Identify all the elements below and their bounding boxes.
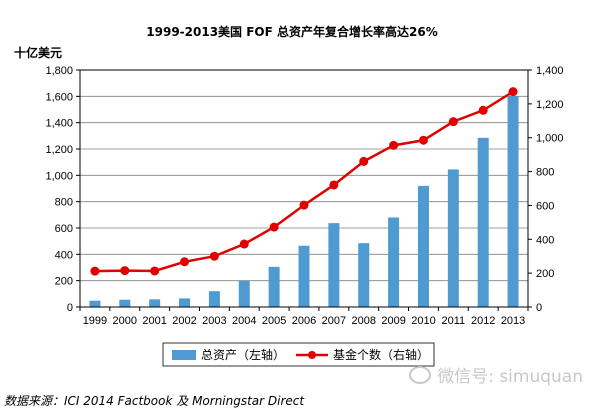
x-tick-label: 1999 [83,315,107,327]
left-tick-label: 1,400 [45,118,73,130]
data-source-note: 数据来源：ICI 2014 Factbook 及 Morningstar Dir… [4,394,305,408]
bar [388,217,400,307]
bar-series [89,96,519,307]
right-tick-label: 400 [536,234,554,246]
bar [358,243,370,307]
x-tick-label: 2000 [113,315,137,327]
bar [179,298,191,307]
line-point [478,105,488,115]
line-point [180,257,190,267]
x-tick-label: 2003 [202,315,226,327]
line-point [359,156,369,166]
line-point [448,117,458,127]
bar [149,299,161,307]
bar [89,300,101,307]
line-point [418,135,428,145]
bar [507,96,519,307]
line-point [299,200,309,210]
left-tick-label: 400 [55,249,73,261]
bar [119,299,131,307]
wechat-icon [409,365,432,384]
x-tick-label: 2001 [142,315,166,327]
bar [328,223,340,307]
bar [417,185,429,307]
right-tick-label: 1,400 [536,65,564,77]
left-tick-label: 0 [67,302,73,314]
line-series [90,87,518,276]
legend-line-label: 基金个数（右轴） [333,347,429,362]
x-tick-label: 2006 [292,315,316,327]
x-tick-label: 2010 [411,315,435,327]
bar [268,266,280,307]
left-tick-label: 600 [55,223,73,235]
line-point [269,222,279,232]
watermark: 微信号: simuquan [409,362,583,387]
x-tick-label: 2008 [351,315,375,327]
right-tick-label: 600 [536,200,554,212]
legend-line-marker [308,351,316,359]
x-tick-label: 2007 [322,315,346,327]
bar [447,169,459,307]
left-tick-label: 200 [55,276,73,288]
watermark-text: 微信号: simuquan [437,367,583,387]
x-tick-label: 2009 [381,315,405,327]
bar [298,245,310,307]
line-point [239,239,249,249]
left-tick-label: 1,200 [45,144,73,156]
bar [208,291,220,307]
x-tick-label: 2011 [442,315,466,327]
x-tick-label: 2002 [172,315,196,327]
line-point [389,140,399,150]
line-point [90,266,100,276]
line-point [150,266,160,276]
right-axis: 0 200 400 600 800 1,000 1,200 1,400 [528,65,564,314]
bar [477,137,489,307]
line-point [209,251,219,261]
right-tick-label: 200 [536,268,554,280]
left-tick-label: 1,000 [45,170,73,182]
x-tick-label: 2004 [232,315,256,327]
legend-bar-swatch [172,350,196,360]
left-tick-label: 800 [55,197,73,209]
right-tick-label: 1,000 [536,133,564,145]
bar [238,280,250,307]
right-tick-label: 800 [536,167,554,179]
legend-bar-label: 总资产（左轴） [201,347,285,362]
plot-frame [79,69,529,308]
line-point [120,266,130,276]
left-axis-unit: 十亿美元 [14,45,62,60]
left-tick-label: 1,800 [45,65,73,77]
chart-title: 1999-2013美国 FOF 总资产年复合增长率高达26% [146,24,437,39]
left-axis: 0 200 400 600 800 1,000 1,200 1,400 1,600 1,800 [45,65,80,314]
left-tick-label: 1,600 [45,91,73,103]
x-axis: 1999 2000 2001 2002 2003 2004 2005 2006 2007 2008… [79,307,529,327]
gridlines [80,95,528,282]
line-point [508,87,518,97]
x-tick-label: 2012 [471,315,495,327]
line-point [329,180,339,190]
x-tick-label: 2005 [262,315,286,327]
right-tick-label: 1,200 [536,99,564,111]
x-tick-label: 2013 [501,315,525,327]
legend: 总资产（左轴） 基金个数（右轴） [162,342,435,367]
right-tick-label: 0 [536,302,542,314]
